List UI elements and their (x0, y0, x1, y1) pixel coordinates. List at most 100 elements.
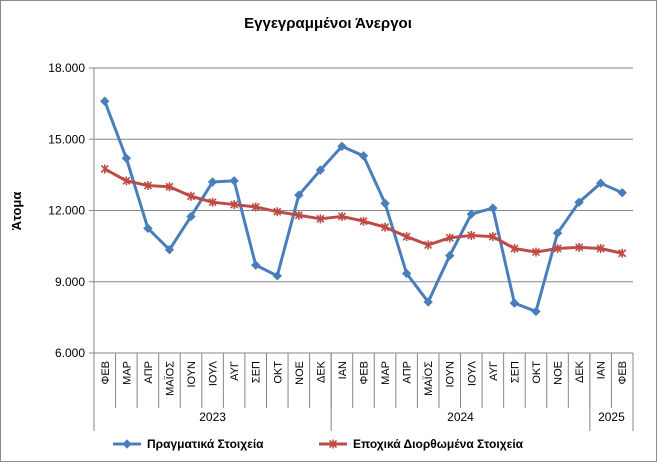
series-2 (100, 164, 627, 258)
data-point (531, 306, 541, 317)
x-category-label: ΣΕΠ (509, 361, 521, 383)
x-category-label: ΟΚΤ (531, 361, 543, 384)
gridlines (94, 67, 633, 354)
data-point (358, 151, 369, 161)
x-year-label: 2024 (447, 410, 474, 424)
legend-label: Πραγματικά Στοιχεία (147, 437, 264, 451)
data-point (380, 198, 390, 209)
x-category-label: ΙΟΥΝ (186, 361, 198, 388)
data-point (531, 247, 541, 257)
x-category-label: ΑΥΓ (229, 361, 241, 381)
data-point (122, 176, 131, 186)
x-category-label: ΙΟΥΛ (466, 360, 478, 386)
x-category-label: ΔΕΚ (315, 360, 327, 383)
data-point (380, 222, 390, 232)
x-category-label: ΙΑΝ (337, 361, 349, 379)
chart-title: Εγγεγραμμένοι Άνεργοι (244, 15, 412, 32)
data-point (273, 207, 282, 217)
x-category-label: ΜΑΪΟΣ (423, 361, 435, 396)
data-point (337, 211, 347, 221)
data-point (595, 178, 606, 188)
data-point (186, 211, 196, 222)
data-point (510, 244, 519, 253)
x-category-label: ΝΟΕ (294, 361, 306, 385)
data-point (618, 248, 627, 258)
data-point (617, 187, 627, 198)
x-category-label: ΝΟΕ (553, 361, 565, 385)
x-category-label: ΑΠΡ (402, 361, 414, 384)
data-point (229, 176, 239, 186)
y-axis-label: Άτομα (9, 192, 24, 231)
data-point (337, 141, 347, 152)
series-line (104, 167, 623, 255)
data-point (488, 232, 497, 242)
data-point (402, 232, 411, 242)
data-point (186, 191, 196, 201)
data-point (208, 197, 217, 207)
legend: Πραγματικά Στοιχεία Εποχικά Διορθωμένα Στ… (113, 437, 524, 451)
x-category-label: ΟΚΤ (272, 361, 284, 384)
y-tick-label: 15.000 (48, 132, 85, 146)
data-point (143, 181, 152, 191)
data-point (272, 271, 282, 281)
x-category-label: ΦΕΒ (617, 361, 629, 384)
x-category-label: ΦΕΒ (359, 361, 371, 384)
legend-entry: Πραγματικά Στοιχεία (113, 437, 264, 451)
series-line (103, 100, 623, 313)
data-point (424, 240, 433, 250)
data-point (466, 209, 477, 219)
x-category-label: ΣΕΠ (251, 361, 263, 383)
x-category-labels: ΦΕΒ ΜΑΡ ΑΠΡ ΜΑΪΟΣ ΙΟΥΝ ΙΟΥΛ ΑΥΓ ΣΕΠ ΟΚΤ ΝΟΕ ΔΕΚ ΙΑΝ… (100, 360, 629, 396)
data-point (122, 439, 132, 449)
data-point (553, 244, 562, 253)
data-point (294, 190, 304, 200)
x-category-label: ΙΟΥΛ (208, 360, 220, 386)
data-point (100, 96, 110, 106)
data-point (423, 297, 433, 307)
series-1 (100, 96, 627, 317)
x-category-label: ΜΑΪΟΣ (164, 361, 176, 396)
data-point (509, 298, 520, 308)
x-category-label: ΑΥΓ (488, 361, 500, 381)
legend-label: Εποχικά Διορθωμένα Στοιχεία (353, 437, 524, 451)
data-point (207, 177, 218, 187)
x-category-label: ΜΑΡ (121, 361, 133, 385)
data-point (294, 210, 303, 220)
x-category-label: ΑΠΡ (143, 361, 155, 384)
x-year-labels: 2023 2024 2025 (199, 410, 625, 424)
data-point (316, 214, 325, 224)
y-tick-label: 6.000 (55, 346, 85, 360)
data-point (445, 233, 454, 243)
data-point (165, 182, 174, 192)
x-category-label: ΙΑΝ (596, 361, 608, 379)
data-point (230, 200, 239, 210)
data-point (401, 268, 412, 279)
legend-entry: Εποχικά Διορθωμένα Στοιχεία (319, 437, 524, 451)
data-point (251, 202, 260, 212)
x-category-label: ΜΑΡ (380, 361, 392, 385)
x-category-label: ΙΟΥΝ (445, 361, 457, 388)
data-point (250, 260, 261, 270)
data-point (100, 164, 109, 174)
y-tick-labels: 6.000 9.000 12.000 15.000 18.000 (48, 61, 85, 360)
data-point (467, 230, 476, 240)
data-point (575, 242, 584, 252)
axes (89, 67, 634, 431)
data-point (328, 439, 338, 449)
data-point (164, 244, 175, 255)
y-tick-label: 12.000 (48, 204, 85, 218)
data-point (143, 223, 153, 234)
data-point (315, 165, 326, 175)
x-category-label: ΦΕΒ (100, 361, 112, 384)
data-point (445, 250, 455, 261)
x-category-label: ΔΕΚ (574, 360, 586, 383)
data-point (359, 216, 368, 226)
x-year-label: 2023 (199, 410, 226, 424)
data-point (552, 228, 563, 238)
data-point (488, 203, 498, 213)
y-tick-label: 9.000 (55, 275, 85, 289)
series-lines (100, 96, 627, 317)
data-point (574, 197, 584, 207)
y-tick-label: 18.000 (48, 61, 85, 75)
